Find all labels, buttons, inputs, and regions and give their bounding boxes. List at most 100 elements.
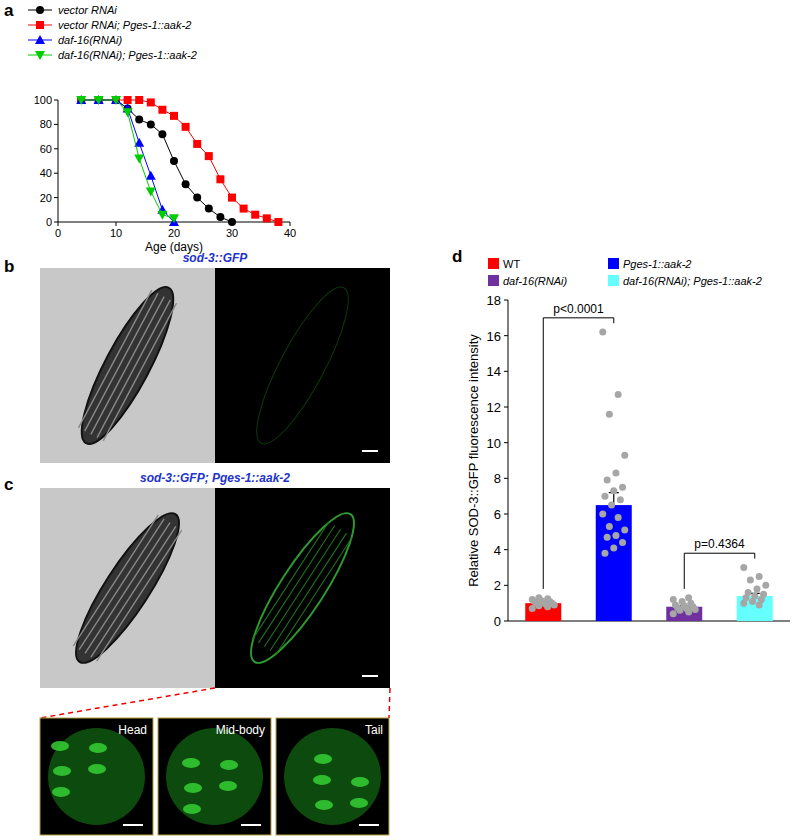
inset-label: Tail bbox=[365, 723, 383, 737]
series-point bbox=[228, 218, 236, 226]
series-point bbox=[157, 211, 167, 220]
series-point bbox=[134, 155, 144, 164]
y-tick-label: 100 bbox=[34, 94, 52, 106]
inset-cell bbox=[315, 800, 333, 810]
worm-muscle bbox=[270, 533, 346, 650]
inset-cell bbox=[51, 741, 69, 751]
inset-cell bbox=[89, 743, 107, 753]
data-point bbox=[740, 564, 747, 571]
data-point bbox=[740, 600, 747, 607]
data-point bbox=[606, 411, 613, 418]
inset-cell bbox=[52, 787, 70, 797]
zoom-line bbox=[40, 688, 215, 718]
x-tick-label: 20 bbox=[168, 227, 180, 239]
zoom-line bbox=[389, 688, 390, 718]
worm-fluorescence bbox=[242, 277, 363, 453]
inset-image bbox=[40, 718, 153, 835]
series-line bbox=[81, 100, 174, 222]
data-point bbox=[604, 477, 611, 484]
worm-stripe bbox=[73, 515, 158, 646]
panel-label: b bbox=[4, 257, 14, 276]
data-point bbox=[756, 601, 763, 608]
x-tick-label: 10 bbox=[110, 227, 122, 239]
inset-label: Head bbox=[118, 723, 147, 737]
scale-bar bbox=[359, 824, 379, 826]
series-point bbox=[146, 188, 156, 197]
data-point bbox=[749, 598, 756, 605]
data-point bbox=[610, 544, 617, 551]
y-tick bbox=[504, 549, 508, 550]
y-tick-label: 12 bbox=[487, 400, 501, 415]
panel-label: c bbox=[4, 475, 13, 494]
image-title: sod-3::GFP; Pges-1::aak-2 bbox=[140, 471, 290, 485]
legend-marker bbox=[36, 6, 44, 14]
y-tick bbox=[504, 514, 508, 515]
data-point bbox=[599, 511, 606, 518]
brightfield-image bbox=[40, 488, 215, 688]
series-point bbox=[205, 205, 213, 213]
y-tick-label: 20 bbox=[40, 192, 52, 204]
inset-cell bbox=[220, 760, 238, 770]
worm-muscle bbox=[253, 522, 329, 639]
inset-cell bbox=[313, 775, 331, 785]
data-point bbox=[617, 496, 624, 503]
series-line bbox=[81, 100, 174, 218]
plot-area bbox=[76, 95, 282, 226]
legend-label: daf-16(RNAi); Pges-1::aak-2 bbox=[623, 275, 762, 287]
figure: abcd010203040020406080100Age (days)vecto… bbox=[0, 0, 800, 840]
p-value: p=0.4364 bbox=[694, 537, 745, 551]
inset-tissue bbox=[166, 728, 263, 825]
series-point bbox=[135, 116, 143, 124]
worm-outline bbox=[242, 277, 363, 453]
series-point bbox=[216, 213, 224, 221]
legend-label: vector RNAi; Pges-1::aak-2 bbox=[58, 19, 191, 31]
image-title: sod-3::GFP bbox=[183, 251, 249, 265]
y-axis bbox=[508, 300, 509, 621]
y-tick-label: 2 bbox=[494, 578, 501, 593]
inset-cell bbox=[53, 766, 71, 776]
legend-swatch bbox=[608, 275, 619, 286]
y-tick bbox=[504, 371, 508, 372]
x-tick-label: 30 bbox=[226, 227, 238, 239]
data-point bbox=[621, 527, 628, 534]
fluorescence-image bbox=[215, 488, 390, 688]
bar bbox=[737, 596, 773, 621]
inset-cell bbox=[351, 777, 369, 787]
y-tick bbox=[54, 124, 58, 125]
y-tick bbox=[54, 173, 58, 174]
data-point bbox=[762, 582, 769, 589]
series-point bbox=[216, 175, 224, 183]
data-point bbox=[619, 539, 626, 546]
y-tick bbox=[54, 222, 58, 223]
scale-bar bbox=[123, 824, 143, 826]
legend-swatch bbox=[608, 258, 619, 269]
panel-label: a bbox=[4, 1, 14, 20]
series-point bbox=[146, 171, 156, 180]
inset-cell bbox=[182, 758, 200, 768]
worm-stripe bbox=[79, 519, 164, 650]
x-tick-label: 0 bbox=[55, 227, 61, 239]
data-point bbox=[685, 594, 692, 601]
series-point bbox=[135, 96, 143, 104]
scale-bar bbox=[362, 675, 378, 677]
legend-label: vector RNAi bbox=[58, 4, 117, 16]
worm-stripe bbox=[85, 293, 158, 431]
worm-stripe bbox=[79, 290, 152, 428]
series-point bbox=[182, 180, 190, 188]
inset-cell bbox=[183, 804, 201, 814]
series-point bbox=[228, 194, 236, 202]
y-tick-label: 14 bbox=[487, 364, 501, 379]
legend-label: daf-16(RNAi); Pges-1::aak-2 bbox=[58, 49, 197, 61]
data-point bbox=[615, 391, 622, 398]
series-point bbox=[251, 211, 259, 219]
scale-bar bbox=[362, 450, 378, 452]
worm-muscle bbox=[259, 525, 335, 642]
data-point bbox=[615, 514, 622, 521]
data-point bbox=[670, 610, 677, 617]
worm-body bbox=[61, 502, 194, 674]
plot-area bbox=[525, 329, 773, 621]
series-point bbox=[94, 96, 104, 105]
y-tick bbox=[54, 197, 58, 198]
y-tick bbox=[504, 335, 508, 336]
worm-stripe bbox=[103, 303, 176, 441]
